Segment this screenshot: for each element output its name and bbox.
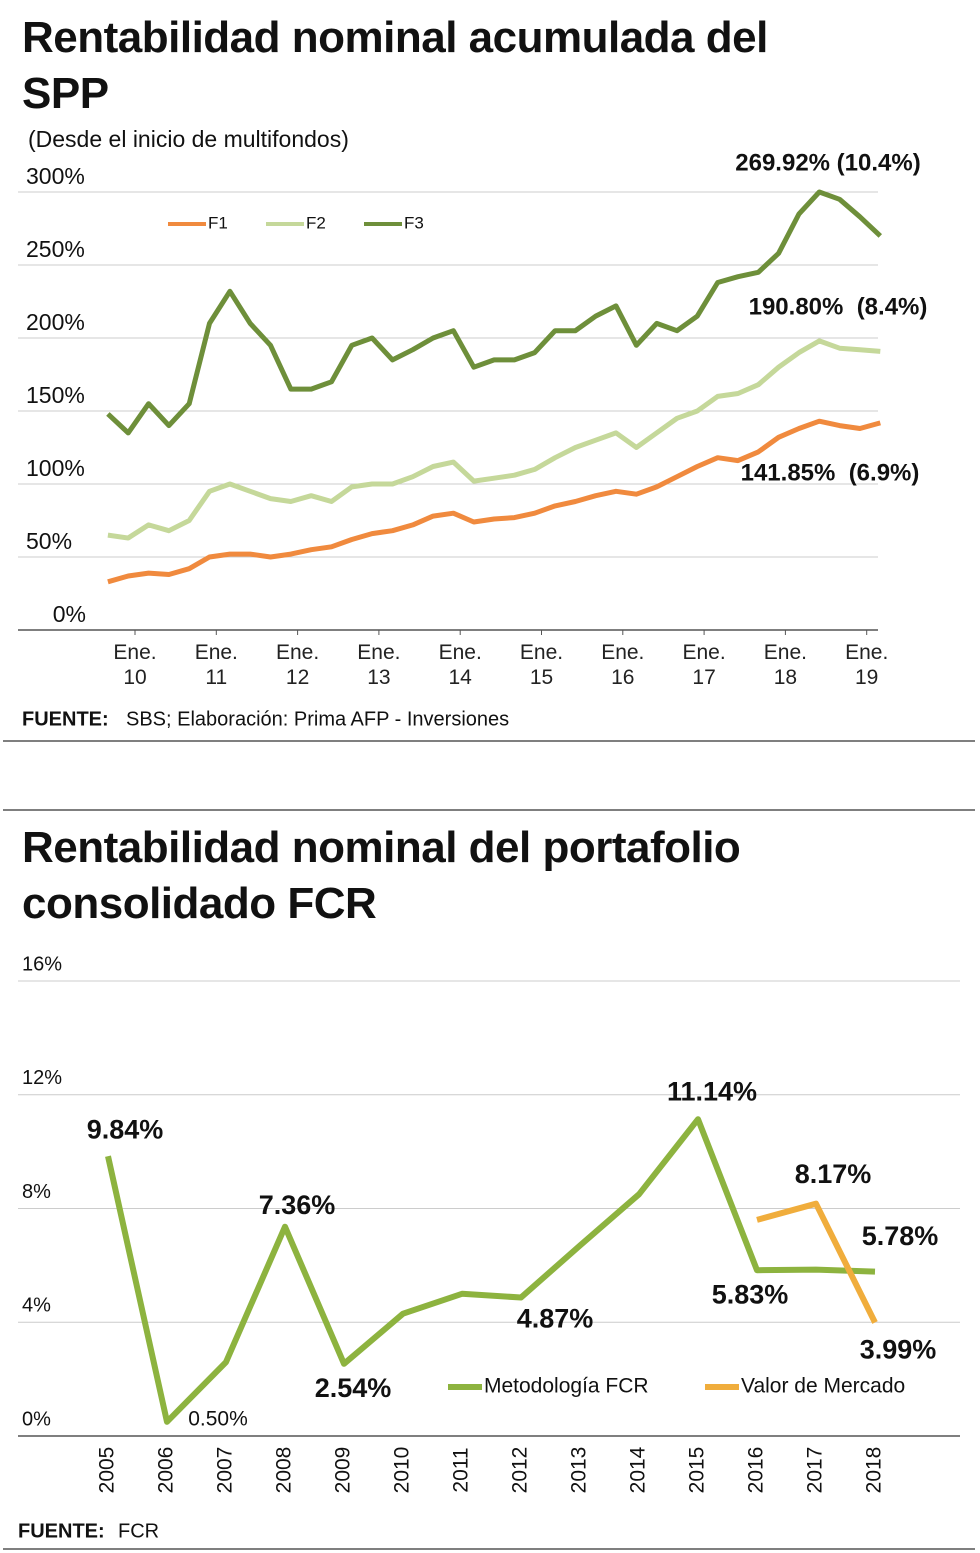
y-tick-label: 0% <box>53 601 86 627</box>
value-label: 4.87% <box>517 1304 594 1334</box>
x-tick-label: 2015 <box>686 1447 709 1494</box>
legend-label: F3 <box>404 213 424 232</box>
line-f2 <box>107 338 881 541</box>
y-tick-label: 16% <box>22 953 62 975</box>
source-text: SBS; Elaboración: Prima AFP - Inversione… <box>126 708 509 730</box>
chart-title: Rentabilidad nominal del portafolio cons… <box>22 823 741 928</box>
value-label: 9.84% <box>87 1114 164 1144</box>
line-f3 <box>106 189 883 436</box>
x-tick-label: 2007 <box>214 1447 237 1494</box>
value-label: 3.99% <box>860 1335 937 1365</box>
x-tick-label: Ene. 12 <box>275 641 320 689</box>
annotation: 269.92% (10.4%) <box>735 149 920 176</box>
x-tick-label: 2006 <box>155 1447 178 1494</box>
x-tick-label: 2014 <box>627 1446 650 1493</box>
line-f1 <box>107 418 881 585</box>
y-tick-label: 250% <box>26 236 85 262</box>
series-line <box>756 1200 878 1324</box>
y-tick-label: 4% <box>22 1295 51 1317</box>
x-tick-label: 2008 <box>273 1447 296 1494</box>
x-tick-label: Ene. 11 <box>194 641 238 689</box>
x-tick-label: Ene. 17 <box>682 641 726 689</box>
y-tick-label: 150% <box>26 382 85 408</box>
x-tick-label: Ene. 10 <box>113 641 157 689</box>
series-line <box>105 1116 876 1425</box>
x-tick-label: 2012 <box>509 1447 532 1494</box>
subtitle: (Desde el inicio de multifondos) <box>28 126 349 152</box>
value-label: 7.36% <box>259 1190 336 1220</box>
legend-label: F2 <box>306 213 326 232</box>
y-tick-label: 12% <box>22 1067 62 1089</box>
x-tick-label: 2011 <box>450 1447 473 1492</box>
source-label: FUENTE: <box>22 708 109 730</box>
y-tick-label: 50% <box>26 528 72 554</box>
x-tick-label: 2010 <box>391 1447 414 1494</box>
annotation: 190.80% (8.4%) <box>749 293 928 320</box>
x-tick-label: 2005 <box>96 1447 119 1494</box>
value-label: 11.14% <box>667 1076 757 1106</box>
source-label: FUENTE: <box>18 1520 105 1542</box>
y-tick-label: 300% <box>26 163 85 189</box>
value-label: 5.78% <box>862 1221 939 1251</box>
x-tick-label: Ene. 14 <box>438 641 482 689</box>
value-label: 8.17% <box>795 1159 872 1189</box>
x-tick-label: 2013 <box>568 1447 591 1494</box>
x-tick-label: 2009 <box>332 1447 355 1494</box>
y-tick-label: 100% <box>26 455 85 481</box>
value-label: 5.83% <box>712 1279 789 1309</box>
value-label: 0.50% <box>188 1407 248 1430</box>
x-tick-label: Ene. 16 <box>601 641 645 689</box>
chart-title: Rentabilidad nominal acumulada del SPP <box>22 13 768 118</box>
x-tick-label: Ene. 18 <box>763 641 807 689</box>
y-tick-label: 8% <box>22 1181 51 1203</box>
x-tick-label: Ene. 15 <box>519 641 564 689</box>
source-text: FCR <box>118 1520 159 1542</box>
legend-label: Valor de Mercado <box>741 1375 905 1398</box>
x-tick-label: 2018 <box>863 1447 886 1494</box>
x-tick-label: Ene. 13 <box>357 641 401 689</box>
value-label: 2.54% <box>315 1373 392 1403</box>
y-tick-label: 0% <box>22 1408 51 1430</box>
y-tick-label: 200% <box>26 309 85 335</box>
legend-label: Metodología FCR <box>484 1375 649 1398</box>
annotation: 141.85% (6.9%) <box>741 459 920 486</box>
legend-label: F1 <box>208 213 228 232</box>
x-tick-label: 2017 <box>804 1447 827 1494</box>
x-tick-label: Ene. 19 <box>845 641 889 689</box>
x-tick-label: 2016 <box>745 1447 768 1494</box>
